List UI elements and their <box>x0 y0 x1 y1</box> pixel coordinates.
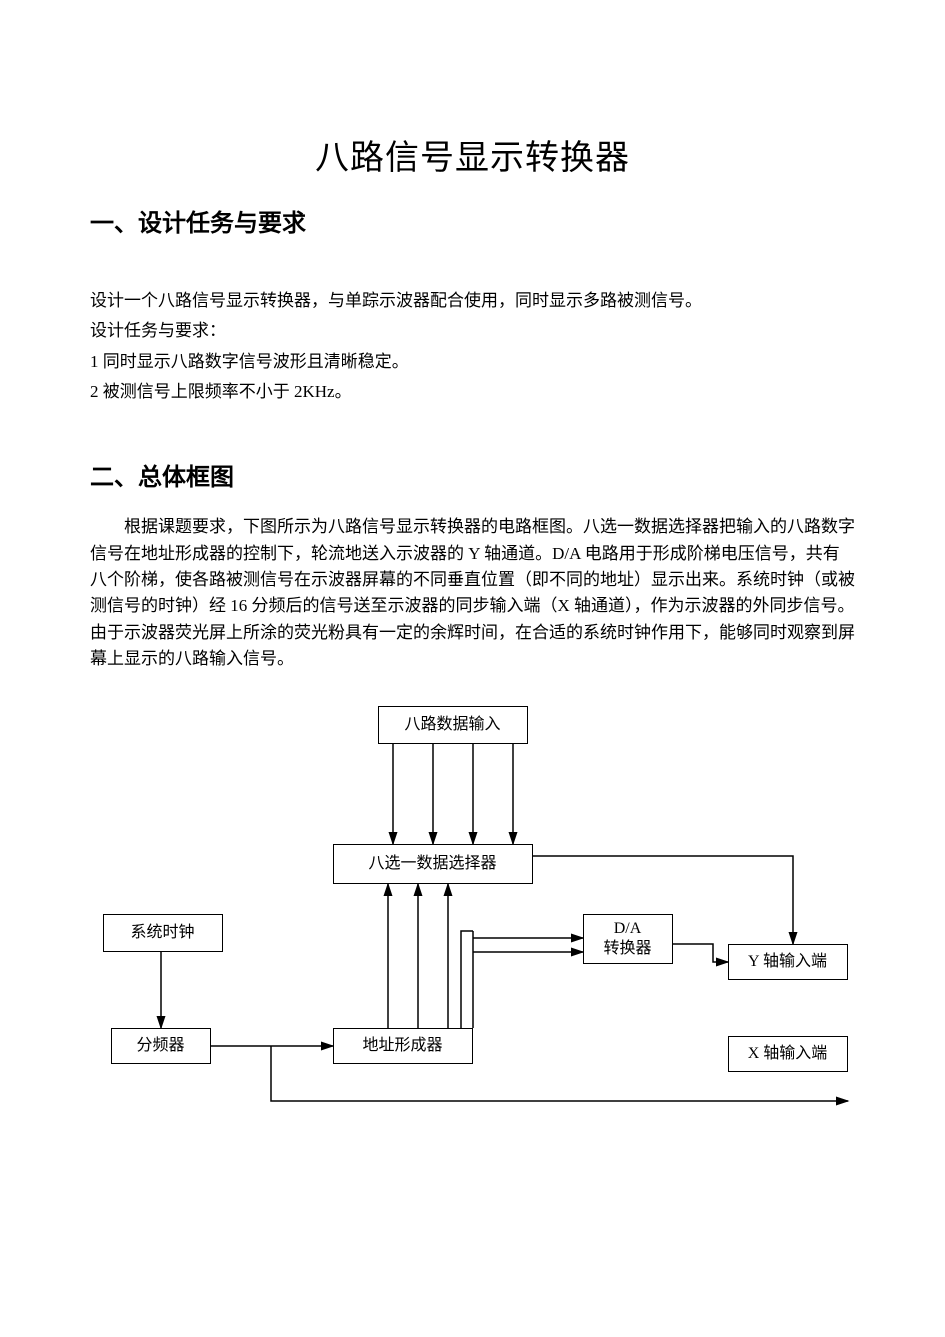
page-title: 八路信号显示转换器 <box>90 130 855 179</box>
section1-line4: 2 被测信号上限频率不小于 2KHz。 <box>90 379 855 405</box>
node-x-out: X 轴输入端 <box>728 1036 848 1072</box>
section1-line2: 设计任务与要求： <box>90 318 855 344</box>
node-addr: 地址形成器 <box>333 1028 473 1064</box>
node-da: D/A转换器 <box>583 914 673 964</box>
section2-paragraph: 根据课题要求，下图所示为八路信号显示转换器的电路框图。八选一数据选择器把输入的八… <box>90 514 855 672</box>
node-mux: 八选一数据选择器 <box>333 844 533 884</box>
section1-line3: 1 同时显示八路数字信号波形且清晰稳定。 <box>90 349 855 375</box>
node-input: 八路数据输入 <box>378 706 528 744</box>
node-clock: 系统时钟 <box>103 914 223 952</box>
section1-line1: 设计一个八路信号显示转换器，与单踪示波器配合使用，同时显示多路被测信号。 <box>90 288 855 314</box>
block-diagram: 八路数据输入 八选一数据选择器 系统时钟 D/A转换器 Y 轴输入端 分频器 地… <box>93 706 853 1156</box>
section2-heading: 二、总体框图 <box>90 457 855 492</box>
section1-heading: 一、设计任务与要求 <box>90 203 855 238</box>
node-divider: 分频器 <box>111 1028 211 1064</box>
node-y-out: Y 轴输入端 <box>728 944 848 980</box>
